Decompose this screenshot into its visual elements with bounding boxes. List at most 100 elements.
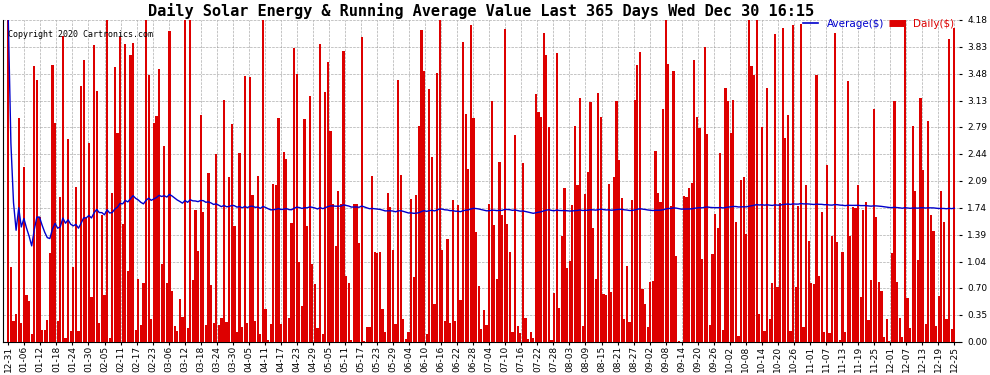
Bar: [859, 297, 862, 342]
Bar: [117, 133, 119, 342]
Bar: [621, 198, 623, 342]
Bar: [517, 326, 519, 342]
Bar: [747, 20, 750, 342]
Bar: [644, 304, 646, 342]
Bar: [408, 332, 410, 342]
Bar: [678, 341, 680, 342]
Bar: [215, 154, 218, 342]
Bar: [867, 320, 869, 342]
Bar: [530, 332, 532, 342]
Bar: [309, 96, 311, 342]
Bar: [618, 160, 620, 342]
Bar: [545, 55, 547, 342]
Bar: [267, 340, 269, 342]
Bar: [464, 114, 467, 342]
Bar: [140, 325, 142, 342]
Bar: [605, 295, 607, 342]
Bar: [553, 292, 555, 342]
Bar: [402, 319, 405, 342]
Bar: [23, 168, 25, 342]
Bar: [761, 127, 763, 342]
Bar: [667, 64, 669, 342]
Bar: [384, 332, 386, 342]
Bar: [122, 224, 124, 342]
Bar: [350, 340, 352, 342]
Bar: [693, 60, 696, 342]
Bar: [285, 159, 287, 342]
Bar: [901, 337, 904, 342]
Bar: [712, 254, 714, 342]
Bar: [80, 86, 82, 342]
Bar: [44, 330, 46, 342]
Bar: [454, 321, 456, 342]
Bar: [480, 329, 482, 342]
Bar: [173, 326, 176, 342]
Bar: [634, 100, 636, 342]
Bar: [148, 75, 149, 342]
Bar: [109, 339, 111, 342]
Bar: [540, 117, 543, 342]
Bar: [28, 301, 31, 342]
Bar: [360, 37, 363, 342]
Bar: [768, 319, 771, 342]
Bar: [418, 126, 420, 342]
Bar: [664, 20, 667, 342]
Bar: [186, 328, 189, 342]
Bar: [392, 250, 394, 342]
Bar: [940, 191, 942, 342]
Bar: [706, 134, 709, 342]
Bar: [247, 323, 248, 342]
Bar: [930, 215, 932, 342]
Bar: [657, 193, 659, 342]
Bar: [379, 252, 381, 342]
Bar: [168, 32, 170, 342]
Bar: [922, 170, 925, 342]
Bar: [865, 202, 867, 342]
Bar: [670, 206, 672, 342]
Bar: [675, 256, 677, 342]
Bar: [755, 20, 758, 342]
Bar: [54, 123, 56, 342]
Bar: [31, 334, 33, 342]
Bar: [846, 81, 848, 342]
Bar: [631, 200, 634, 342]
Bar: [47, 320, 49, 342]
Bar: [699, 128, 701, 342]
Bar: [405, 339, 407, 342]
Bar: [826, 165, 828, 342]
Bar: [720, 153, 722, 342]
Bar: [413, 277, 415, 342]
Bar: [543, 33, 545, 342]
Bar: [163, 146, 165, 342]
Bar: [872, 109, 875, 342]
Bar: [602, 294, 605, 342]
Bar: [431, 157, 433, 342]
Bar: [442, 250, 444, 342]
Bar: [368, 327, 370, 342]
Bar: [444, 321, 446, 342]
Text: Copyright 2020 Cartronics.com: Copyright 2020 Cartronics.com: [8, 30, 152, 39]
Bar: [574, 126, 576, 342]
Bar: [322, 334, 324, 342]
Bar: [912, 126, 914, 342]
Bar: [325, 92, 327, 342]
Bar: [813, 284, 815, 342]
Bar: [735, 222, 738, 342]
Bar: [231, 124, 233, 342]
Bar: [592, 228, 594, 342]
Bar: [124, 44, 127, 342]
Bar: [651, 280, 654, 342]
Bar: [763, 331, 765, 342]
Bar: [449, 323, 451, 342]
Bar: [470, 25, 472, 342]
Bar: [893, 101, 896, 342]
Bar: [750, 66, 752, 342]
Bar: [909, 328, 911, 342]
Bar: [280, 324, 282, 342]
Bar: [491, 101, 493, 342]
Bar: [202, 212, 204, 342]
Bar: [366, 327, 368, 342]
Bar: [558, 308, 560, 342]
Bar: [119, 38, 121, 342]
Bar: [69, 331, 72, 342]
